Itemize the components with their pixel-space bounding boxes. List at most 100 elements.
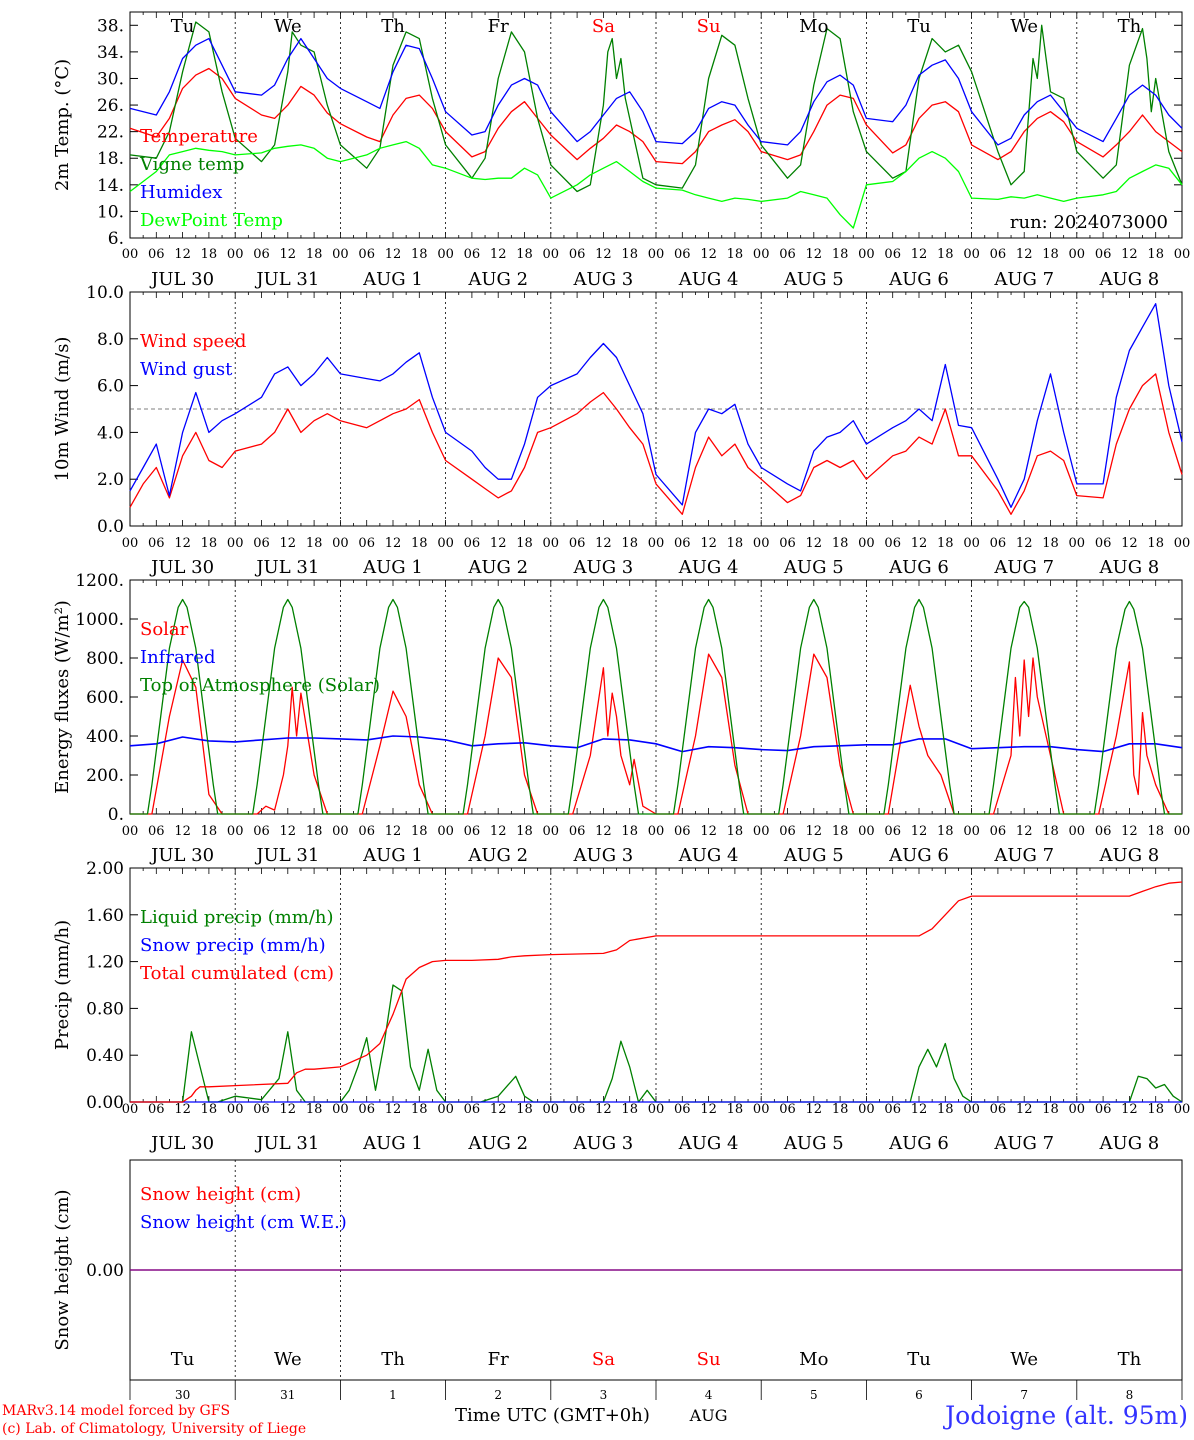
hour-tick-label: 12 — [806, 824, 823, 839]
hour-tick-label: 18 — [201, 536, 218, 551]
hour-tick-label: 00 — [543, 1102, 560, 1117]
legend-entry: Snow precip (mm/h) — [140, 935, 326, 956]
run-label: run: 2024073000 — [1010, 212, 1168, 233]
hour-tick-label: 06 — [464, 1102, 481, 1117]
hour-tick-label: 18 — [832, 824, 849, 839]
hour-tick-label: 06 — [1095, 1102, 1112, 1117]
hour-tick-label: 18 — [306, 247, 323, 262]
hour-tick-label: 00 — [1069, 536, 1086, 551]
hour-tick-label: 06 — [253, 1102, 270, 1117]
weekday-label-bottom: Th — [381, 1349, 405, 1370]
hour-tick-label: 12 — [1121, 824, 1138, 839]
day-label: AUG 3 — [573, 557, 634, 578]
day-label: AUG 4 — [678, 845, 739, 866]
day-label: AUG 3 — [573, 1133, 634, 1154]
y-tick-label: 0. — [108, 805, 124, 825]
day-label: AUG 3 — [573, 845, 634, 866]
series-line — [129, 735, 1183, 753]
hour-tick-label: 12 — [490, 824, 507, 839]
day-number-label: 1 — [389, 1388, 397, 1402]
hour-tick-label: 06 — [358, 824, 375, 839]
y-tick-label: 22. — [97, 123, 124, 143]
y-tick-label: 0.0 — [97, 517, 124, 537]
hour-tick-label: 00 — [332, 247, 349, 262]
hour-tick-label: 00 — [227, 247, 244, 262]
hour-tick-label: 00 — [543, 824, 560, 839]
hour-tick-label: 00 — [1069, 247, 1086, 262]
hour-tick-label: 12 — [490, 536, 507, 551]
hour-tick-label: 06 — [358, 247, 375, 262]
hour-tick-label: 06 — [1095, 824, 1112, 839]
hour-tick-label: 00 — [648, 824, 665, 839]
hour-tick-label: 00 — [648, 247, 665, 262]
legend-entry: Wind speed — [140, 331, 246, 352]
hour-tick-label: 06 — [569, 1102, 586, 1117]
hour-tick-label: 18 — [201, 1102, 218, 1117]
hour-tick-label: 12 — [595, 824, 612, 839]
day-number-label: 5 — [810, 1388, 818, 1402]
hour-tick-label: 00 — [1069, 824, 1086, 839]
day-label: AUG 8 — [1099, 557, 1160, 578]
hour-tick-label: 00 — [122, 247, 139, 262]
day-label: AUG 1 — [362, 1133, 423, 1154]
hour-tick-label: 00 — [543, 247, 560, 262]
hour-tick-label: 06 — [674, 247, 691, 262]
hour-tick-label: 12 — [1121, 1102, 1138, 1117]
credit-lab: (c) Lab. of Climatology, University of L… — [2, 1421, 307, 1437]
hour-tick-label: 00 — [858, 247, 875, 262]
hour-tick-label: 00 — [1174, 247, 1191, 262]
y-tick-label: 0.00 — [86, 1093, 124, 1113]
series-line — [130, 598, 1182, 815]
hour-tick-label: 18 — [832, 247, 849, 262]
hour-tick-label: 12 — [490, 1102, 507, 1117]
hour-tick-label: 00 — [858, 1102, 875, 1117]
hour-tick-label: 18 — [1042, 824, 1059, 839]
hour-tick-label: 06 — [1095, 536, 1112, 551]
hour-tick-label: 00 — [753, 824, 770, 839]
hour-tick-label: 18 — [727, 1102, 744, 1117]
month-label: AUG — [689, 1406, 728, 1425]
y-tick-label: 34. — [97, 43, 124, 63]
hour-tick-label: 18 — [201, 824, 218, 839]
hour-tick-label: 00 — [963, 824, 980, 839]
hour-tick-label: 06 — [779, 824, 796, 839]
hour-tick-label: 06 — [674, 536, 691, 551]
weekday-label-top: Sa — [592, 16, 615, 37]
legend-entry: Liquid precip (mm/h) — [140, 907, 334, 928]
hour-tick-label: 18 — [1147, 536, 1164, 551]
hour-tick-label: 18 — [516, 824, 533, 839]
weekday-label-bottom: Tu — [907, 1349, 931, 1370]
hour-tick-label: 00 — [963, 536, 980, 551]
weekday-label-bottom: Th — [1118, 1349, 1142, 1370]
y-tick-label: 26. — [97, 96, 124, 116]
legend-entry: Wind gust — [140, 359, 233, 380]
hour-tick-label: 00 — [1069, 1102, 1086, 1117]
hour-tick-label: 06 — [253, 824, 270, 839]
weekday-label-top: Fr — [488, 16, 509, 37]
legend-entry: Solar — [140, 619, 189, 640]
day-number-label: 31 — [280, 1388, 295, 1402]
hour-tick-label: 18 — [1042, 247, 1059, 262]
hour-tick-label: 06 — [884, 824, 901, 839]
y-tick-label: 1000. — [75, 610, 124, 630]
day-label: AUG 8 — [1099, 845, 1160, 866]
day-label: AUG 6 — [888, 557, 949, 578]
hour-tick-label: 06 — [779, 247, 796, 262]
weekday-label-top: Mo — [799, 16, 828, 37]
hour-tick-label: 06 — [253, 247, 270, 262]
hour-tick-label: 00 — [437, 824, 454, 839]
hour-tick-label: 00 — [437, 1102, 454, 1117]
weekday-label-top: We — [274, 16, 302, 37]
hour-tick-label: 06 — [148, 536, 165, 551]
hour-tick-label: 00 — [332, 536, 349, 551]
hour-tick-label: 18 — [727, 536, 744, 551]
legend-entry: Humidex — [140, 182, 222, 203]
hour-tick-label: 12 — [595, 247, 612, 262]
y-tick-label: 1.20 — [86, 953, 124, 973]
hour-tick-label: 06 — [464, 824, 481, 839]
hour-tick-label: 06 — [884, 1102, 901, 1117]
day-label: AUG 2 — [467, 557, 528, 578]
day-number-label: 4 — [705, 1388, 713, 1402]
hour-tick-label: 12 — [174, 1102, 191, 1117]
y-tick-label: 0.00 — [86, 1261, 124, 1281]
